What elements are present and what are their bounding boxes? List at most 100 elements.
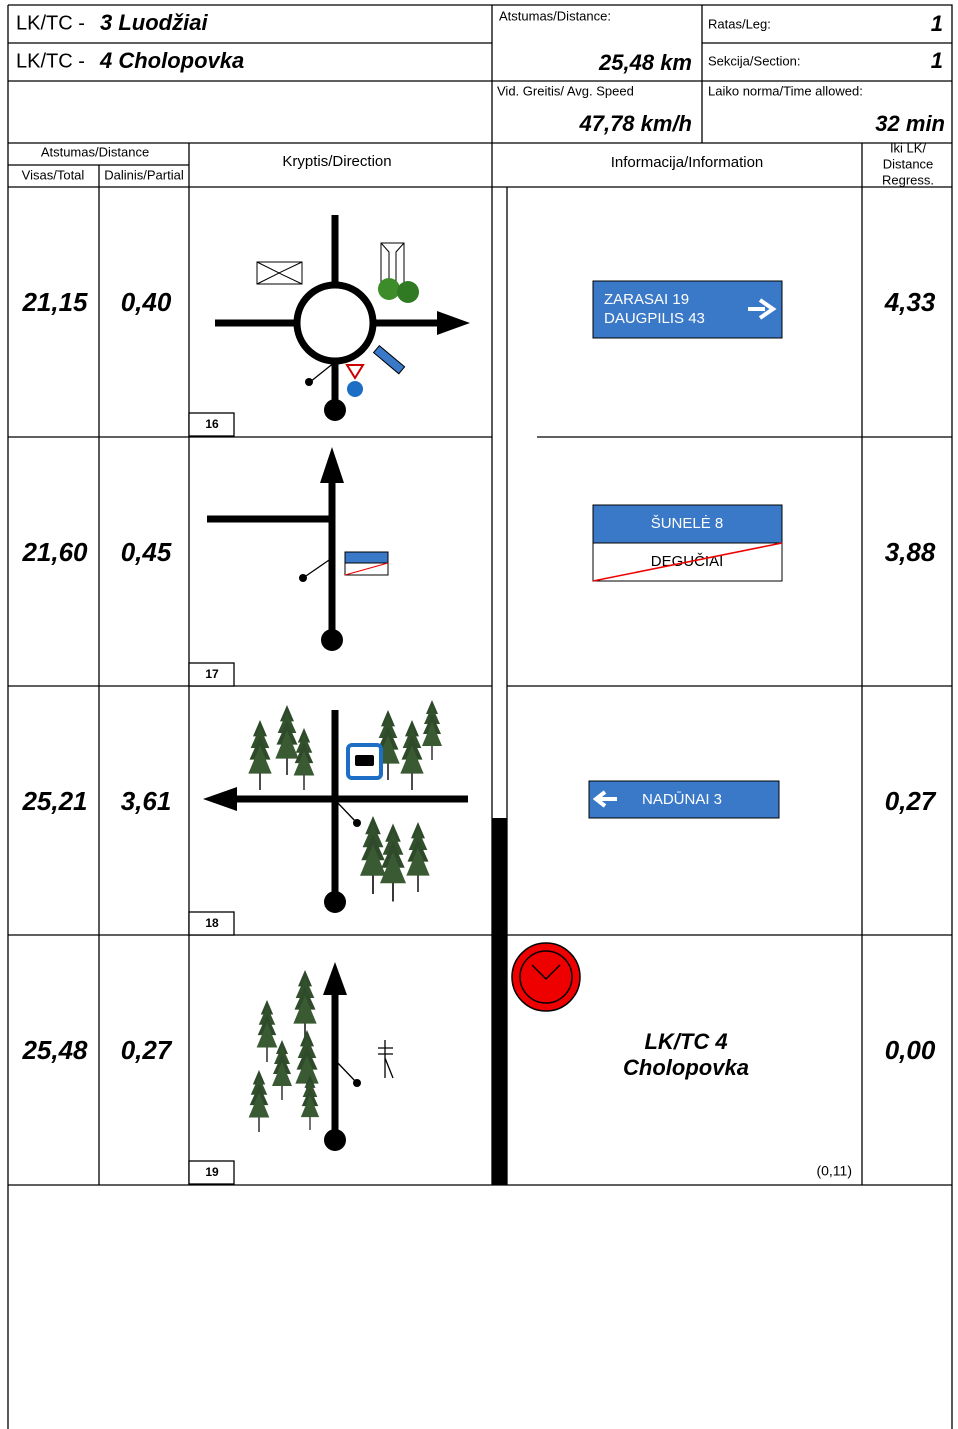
number: 18 — [205, 916, 219, 930]
col-distance: Atstumas/Distance — [41, 144, 149, 159]
pointer-dot — [299, 574, 307, 582]
direction-sign — [588, 780, 780, 819]
from-name: 3 Luodžiai — [100, 10, 208, 35]
start-dot — [321, 629, 343, 651]
clock-hands — [531, 964, 561, 981]
leg-label: Ratas/Leg: — [708, 16, 771, 31]
info-16: ZARASAI 19 DAUGPILIS 43 — [592, 280, 783, 339]
sign-text: ŠUNELĖ 8 — [651, 514, 724, 532]
number-box — [188, 911, 235, 936]
total: 25,48 — [21, 1035, 88, 1065]
arrow — [203, 787, 237, 811]
control-name: LK/TC 4 — [644, 1029, 727, 1054]
pointer — [302, 557, 333, 579]
col-regress: Distance — [883, 156, 934, 171]
col-regress: Regress. — [882, 172, 934, 187]
section: 1 — [931, 48, 943, 73]
roads — [215, 215, 440, 410]
sign-blue — [372, 344, 406, 375]
diagram-17 — [207, 447, 389, 651]
leg: 1 — [931, 11, 943, 36]
speed: 47,78 km/h — [578, 111, 692, 136]
total: 21,15 — [21, 287, 88, 317]
regress: 3,88 — [885, 537, 936, 567]
partial: 0,45 — [121, 537, 172, 567]
total: 25,21 — [21, 786, 87, 816]
start-dot — [324, 891, 346, 913]
from-prefix: LK/TC - — [16, 12, 85, 34]
col-partial: Dalinis/Partial — [104, 167, 184, 182]
number-box — [188, 1160, 235, 1185]
tree — [378, 278, 400, 300]
info-19: LK/TC 4 Cholopovka (0,11) — [511, 942, 852, 1179]
note: (0,11) — [816, 1163, 852, 1179]
tree — [271, 1040, 293, 1100]
round-sign — [347, 381, 363, 397]
total: 21,60 — [21, 537, 88, 567]
v-lines — [98, 5, 863, 1185]
time: 32 min — [875, 111, 945, 136]
to-name: 4 Cholopovka — [99, 48, 244, 73]
tree — [275, 705, 299, 775]
tree — [248, 720, 272, 790]
regress: 4,33 — [884, 287, 936, 317]
strike — [344, 562, 389, 576]
tree — [405, 822, 431, 892]
to-prefix: LK/TC - — [16, 50, 85, 72]
direction-sign — [592, 504, 783, 544]
diagram-16 — [215, 215, 470, 421]
pointer-dot — [305, 378, 313, 386]
strike — [592, 542, 783, 582]
tree — [380, 822, 406, 903]
arrow — [320, 447, 344, 483]
number-box — [188, 662, 235, 687]
pointer-dot — [353, 819, 361, 827]
number-box — [188, 412, 235, 437]
partial: 0,27 — [121, 1035, 173, 1065]
envelope — [256, 261, 303, 285]
info-17: ŠUNELĖ 8 DEGUČIAI — [592, 504, 783, 582]
number: 19 — [205, 1165, 219, 1179]
arrow — [323, 962, 347, 995]
grid-lines — [7, 4, 953, 1429]
number: 16 — [205, 417, 219, 431]
speed-label: Vid. Greitis/ Avg. Speed — [497, 83, 634, 98]
info-18: NADŪNAI 3 — [588, 780, 780, 819]
distance-label: Atstumas/Distance: — [499, 8, 611, 23]
roads — [207, 480, 336, 640]
bar — [492, 818, 507, 1185]
partial: 3,61 — [121, 786, 172, 816]
roads — [230, 710, 468, 902]
tree — [292, 728, 316, 790]
tree — [255, 1000, 279, 1062]
tree — [421, 700, 443, 760]
col-information: Informacija/Information — [611, 154, 764, 171]
pole — [378, 1040, 394, 1079]
col-regress: Iki LK/ — [890, 140, 927, 155]
row-lines — [8, 436, 952, 1186]
regress: 0,27 — [885, 786, 937, 816]
rows: 21,15 0,40 4,33 16 21,60 0,45 3,88 17 25,21 3,61 0… — [21, 287, 937, 1185]
tree — [248, 1070, 270, 1132]
sign-text: DAUGPILIS 43 — [604, 310, 705, 327]
tree — [400, 720, 424, 790]
sign-arrow — [592, 790, 617, 808]
sign-blue — [344, 551, 389, 564]
roundabout — [293, 281, 377, 365]
partial: 0,40 — [121, 287, 172, 317]
start-dot — [324, 399, 346, 421]
col-direction: Kryptis/Direction — [282, 153, 391, 170]
diagram-18 — [203, 700, 468, 913]
tree — [292, 970, 318, 1040]
tree — [397, 281, 419, 303]
pointer-dot — [353, 1079, 361, 1087]
diagram-19 — [248, 962, 394, 1151]
number: 17 — [205, 667, 219, 681]
pointer — [334, 1059, 358, 1084]
frame — [7, 4, 953, 1429]
sign-arrow — [748, 298, 777, 320]
h-lines — [8, 42, 952, 188]
arrow — [437, 311, 470, 335]
bus — [355, 755, 374, 766]
start-dot — [324, 1129, 346, 1151]
